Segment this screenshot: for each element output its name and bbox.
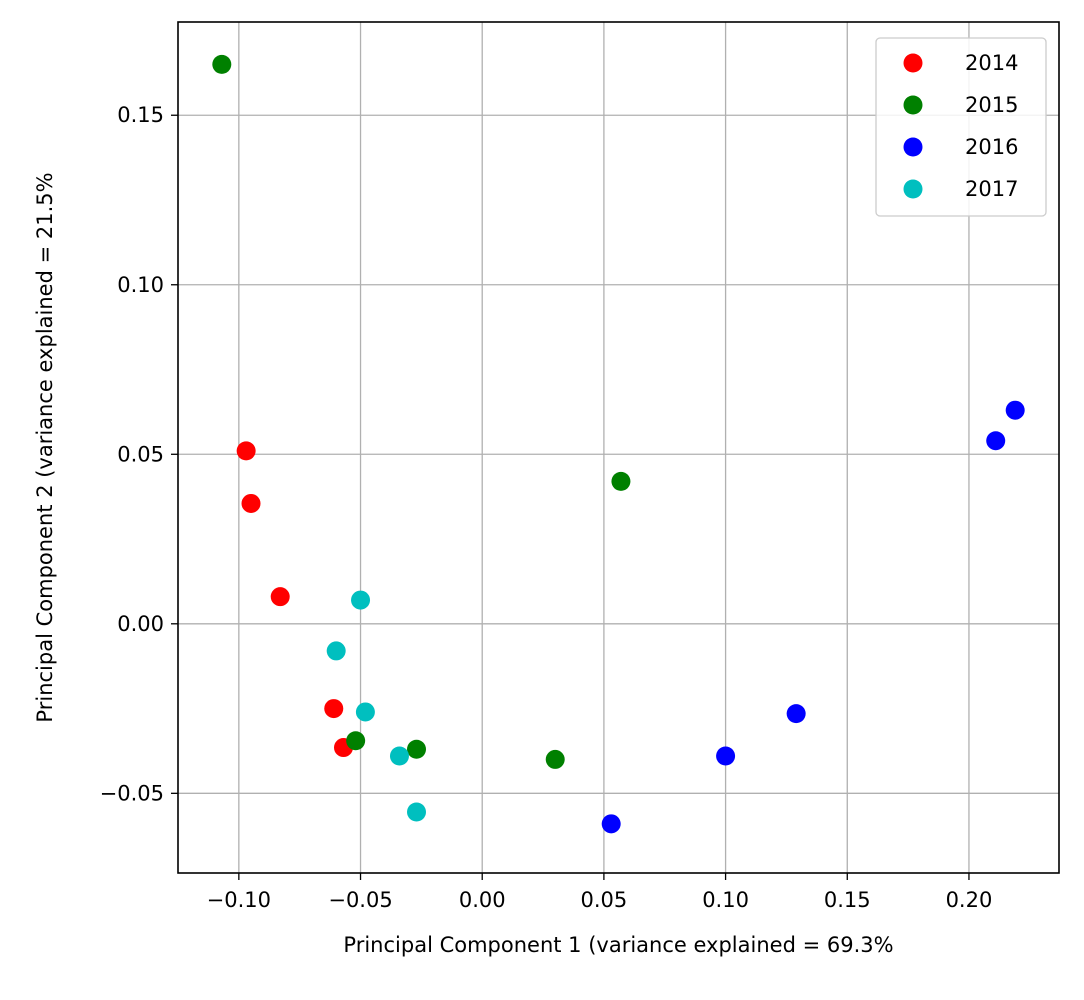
- legend-label-2014: 2014: [965, 51, 1018, 75]
- x-tick-label: 0.10: [702, 888, 749, 912]
- x-tick-label: 0.05: [581, 888, 628, 912]
- axis-ticks: −0.10 −0.05 0.00 0.05 0.10 0.15 0.20 −0.05 0.00 0…: [100, 103, 993, 912]
- y-tick-label: 0.05: [117, 442, 164, 466]
- y-tick-label: 0.15: [117, 103, 164, 127]
- data-point-2015: [407, 739, 427, 759]
- data-point-2015: [212, 54, 232, 74]
- legend-label-2015: 2015: [965, 93, 1018, 117]
- data-point-2014: [236, 441, 256, 461]
- data-point-2017: [355, 702, 375, 722]
- x-tick-label: 0.20: [946, 888, 993, 912]
- y-tick-label: 0.00: [117, 612, 164, 636]
- data-point-2016: [601, 814, 621, 834]
- x-tick-label: −0.10: [207, 888, 271, 912]
- data-point-2016: [786, 704, 806, 724]
- data-point-2014: [324, 699, 344, 719]
- legend-label-2016: 2016: [965, 135, 1018, 159]
- data-point-2015: [545, 749, 565, 769]
- legend-marker-2014: [903, 53, 923, 73]
- y-axis-title: Principal Component 2 (variance explaine…: [33, 172, 57, 722]
- data-point-2017: [407, 802, 427, 822]
- legend-label-2017: 2017: [965, 177, 1018, 201]
- data-point-2017: [326, 641, 346, 661]
- data-point-2017: [389, 746, 409, 766]
- legend: 2014 2015 2016 2017: [875, 37, 1047, 217]
- data-point-2014: [241, 493, 261, 513]
- legend-marker-2017: [903, 179, 923, 199]
- x-tick-label: −0.05: [328, 888, 392, 912]
- scatter-points: [212, 54, 1025, 834]
- legend-marker-2016: [903, 137, 923, 157]
- legend-box: [875, 37, 1047, 217]
- plot-frame: [177, 21, 1060, 874]
- x-axis-title: Principal Component 1 (variance explaine…: [343, 933, 893, 957]
- x-tick-label: 0.15: [824, 888, 871, 912]
- grid-lines: [178, 22, 1059, 873]
- y-tick-label: −0.05: [100, 781, 164, 805]
- data-point-2016: [1005, 400, 1025, 420]
- data-point-2016: [986, 431, 1006, 451]
- data-point-2015: [611, 471, 631, 491]
- data-point-2014: [270, 587, 290, 607]
- data-point-2016: [716, 746, 736, 766]
- x-tick-label: 0.00: [459, 888, 506, 912]
- legend-marker-2015: [903, 95, 923, 115]
- data-point-2015: [346, 731, 366, 751]
- y-tick-label: 0.10: [117, 273, 164, 297]
- data-point-2017: [351, 590, 371, 610]
